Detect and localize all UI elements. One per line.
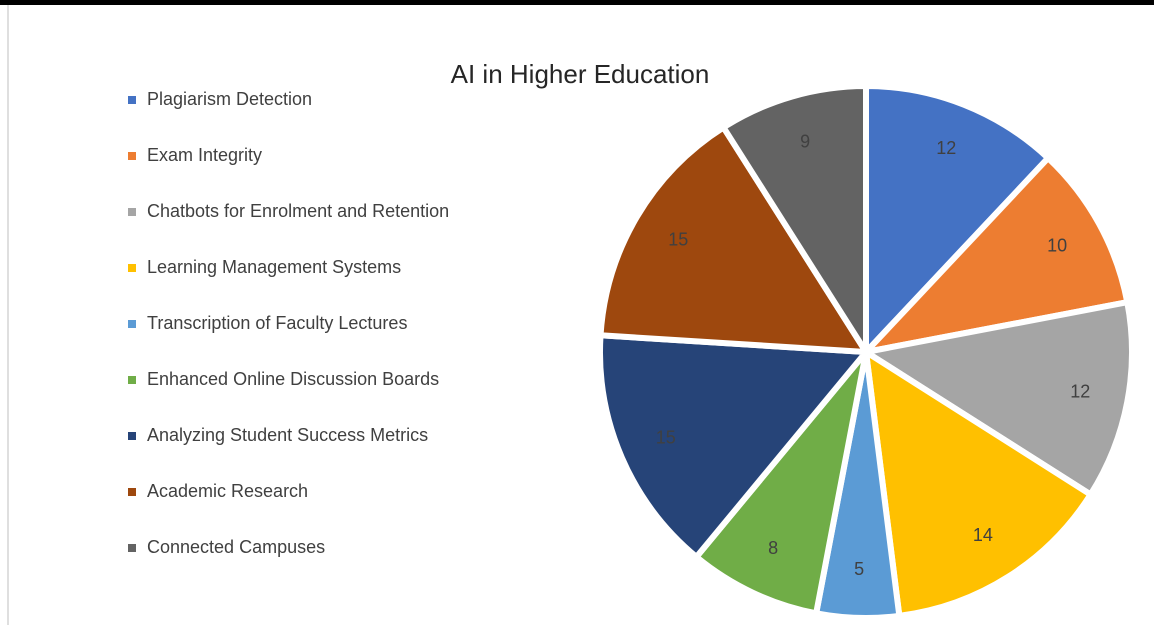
pie-slice (597, 124, 869, 355)
legend-label: Transcription of Faculty Lectures (147, 313, 407, 333)
data-label: 10 (1047, 236, 1067, 256)
legend-swatch (128, 320, 136, 328)
legend-label: Plagiarism Detection (147, 89, 312, 109)
legend-label: Learning Management Systems (147, 257, 401, 277)
top-border (0, 0, 1154, 5)
legend-label: Analyzing Student Success Metrics (147, 425, 428, 445)
legend-label: Enhanced Online Discussion Boards (147, 369, 439, 389)
data-label: 15 (656, 427, 676, 447)
legend-label: Academic Research (147, 481, 308, 501)
legend-swatch (128, 152, 136, 160)
legend-swatch (128, 432, 136, 440)
pie-slice (720, 83, 869, 355)
data-label: 8 (768, 538, 778, 558)
pie-slice (597, 332, 869, 560)
data-label: 12 (1070, 382, 1090, 402)
legend-swatch (128, 96, 136, 104)
data-label: 9 (800, 131, 810, 151)
data-label: 12 (936, 138, 956, 158)
chart-title: AI in Higher Education (451, 59, 710, 89)
legend-label: Exam Integrity (147, 145, 262, 165)
legend-swatch (128, 376, 136, 384)
pie-slice (693, 349, 869, 617)
pie-slice (863, 83, 1052, 355)
data-label: 14 (973, 525, 993, 545)
data-label: 5 (854, 559, 864, 579)
pie-slice (863, 299, 1135, 498)
pie-slice (863, 155, 1131, 355)
legend-swatch (128, 208, 136, 216)
legend-swatch (128, 488, 136, 496)
pie-slice (863, 349, 1094, 619)
legend-label: Connected Campuses (147, 537, 325, 557)
legend-label: Chatbots for Enrolment and Retention (147, 201, 449, 221)
legend-swatch (128, 264, 136, 272)
legend-swatch (128, 544, 136, 552)
data-label: 15 (668, 230, 688, 250)
